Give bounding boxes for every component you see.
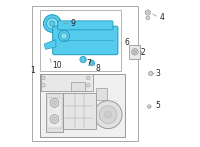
Text: 3: 3 — [155, 69, 160, 78]
Circle shape — [42, 83, 45, 87]
Circle shape — [47, 18, 58, 29]
Circle shape — [86, 76, 90, 80]
Circle shape — [61, 33, 67, 39]
Text: 1: 1 — [30, 66, 35, 75]
Bar — [46, 93, 63, 132]
FancyBboxPatch shape — [58, 21, 113, 30]
Circle shape — [52, 101, 57, 105]
Circle shape — [149, 71, 153, 76]
Circle shape — [86, 83, 90, 87]
Circle shape — [150, 72, 152, 75]
Circle shape — [104, 111, 112, 118]
Bar — [71, 82, 85, 91]
Circle shape — [43, 15, 61, 32]
Circle shape — [132, 49, 138, 55]
Polygon shape — [44, 40, 56, 49]
Circle shape — [94, 101, 122, 129]
Bar — [32, 6, 138, 141]
Text: 8: 8 — [96, 64, 100, 73]
Bar — [40, 74, 125, 137]
Circle shape — [82, 58, 85, 61]
Circle shape — [58, 30, 70, 42]
Text: 9: 9 — [71, 19, 75, 28]
Circle shape — [50, 115, 59, 123]
Text: 10: 10 — [52, 61, 62, 70]
Text: 6: 6 — [125, 38, 130, 47]
Text: 5: 5 — [155, 101, 160, 110]
Bar — [40, 10, 121, 71]
Text: 4: 4 — [160, 13, 164, 22]
Bar — [41, 74, 93, 91]
Circle shape — [147, 11, 149, 14]
Circle shape — [52, 117, 57, 121]
Bar — [129, 45, 140, 59]
Circle shape — [146, 16, 150, 20]
Circle shape — [50, 21, 55, 26]
Bar — [96, 88, 107, 100]
FancyBboxPatch shape — [53, 26, 118, 55]
Circle shape — [99, 106, 117, 123]
Circle shape — [133, 50, 137, 54]
Bar — [47, 98, 62, 128]
Circle shape — [42, 76, 45, 80]
Circle shape — [80, 56, 86, 63]
Circle shape — [50, 98, 59, 107]
Bar — [63, 93, 96, 129]
Circle shape — [147, 105, 151, 108]
Circle shape — [145, 10, 150, 15]
Circle shape — [89, 60, 95, 66]
Circle shape — [91, 62, 93, 64]
Text: 7: 7 — [87, 59, 92, 69]
Text: 2: 2 — [140, 48, 145, 57]
